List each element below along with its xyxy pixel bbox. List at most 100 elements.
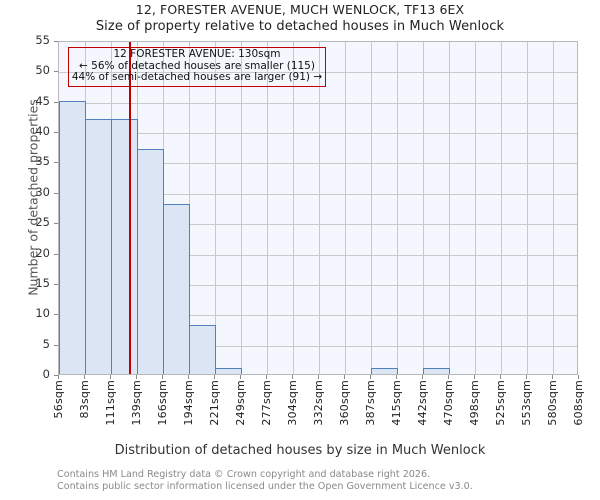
x-axis-tick-label: 139sqm (130, 380, 143, 426)
x-axis-tick-mark (526, 375, 527, 379)
annotation-line-2: ← 56% of detached houses are smaller (11… (79, 59, 315, 72)
y-axis-tick-label: 40 (35, 124, 50, 139)
x-axis-tick-mark (500, 375, 501, 379)
y-axis-tick-label: 30 (35, 184, 50, 199)
x-axis-tick-label: 56sqm (52, 380, 65, 419)
gridline-vertical (501, 42, 502, 374)
x-axis-tick-label: 194sqm (182, 380, 195, 426)
gridline-vertical (267, 42, 268, 374)
y-axis-tick-label: 50 (35, 63, 50, 78)
gridline-vertical (475, 42, 476, 374)
y-axis-tick-label: 5 (42, 336, 50, 351)
y-axis-tick-label: 15 (35, 275, 50, 290)
property-marker-line (128, 42, 131, 374)
histogram-bar (423, 367, 450, 374)
gridline-horizontal (59, 345, 577, 347)
gridline-horizontal (59, 254, 577, 256)
x-axis-tick-label: 221sqm (208, 380, 221, 426)
x-axis-tick-label: 498sqm (468, 380, 481, 426)
gridline-vertical (553, 42, 554, 374)
x-axis-tick-label: 277sqm (260, 380, 273, 426)
y-axis-tick-label: 10 (35, 306, 50, 321)
y-axis-tick-label: 45 (35, 93, 50, 108)
x-axis-tick-mark (110, 375, 111, 379)
x-axis-tick-mark (344, 375, 345, 379)
y-axis-tick-mark (54, 223, 58, 225)
chart-subtitle: Size of property relative to detached ho… (95, 19, 505, 34)
x-axis-tick-label: 415sqm (390, 380, 403, 426)
gridline-vertical (527, 42, 528, 374)
x-axis-tick-mark (396, 375, 397, 379)
x-axis-tick-mark (552, 375, 553, 379)
x-axis-tick-mark (240, 375, 241, 379)
x-axis-tick-label: 442sqm (416, 380, 429, 426)
plot-area (58, 41, 578, 375)
histogram-bar (85, 118, 112, 374)
gridline-vertical (293, 42, 294, 374)
x-axis-tick-label: 525sqm (494, 380, 507, 426)
x-axis-tick-mark (136, 375, 137, 379)
property-annotation-box: 12 FORESTER AVENUE: 130sqm ← 56% of deta… (68, 47, 326, 87)
x-axis-tick-label: 470sqm (442, 380, 455, 426)
x-axis-tick-mark (162, 375, 163, 379)
y-axis-tick-label: 20 (35, 245, 50, 260)
gridline-vertical (423, 42, 424, 374)
gridline-vertical (319, 42, 320, 374)
x-axis-tick-mark (578, 375, 579, 379)
x-axis-tick-label: 553sqm (520, 380, 533, 426)
gridline-horizontal (59, 133, 577, 135)
histogram-bar (371, 367, 398, 374)
gridline-vertical (345, 42, 346, 374)
gridline-vertical (241, 42, 242, 374)
gridline-vertical (371, 42, 372, 374)
y-axis-tick-label: 0 (42, 367, 50, 381)
x-axis-tick-mark (84, 375, 85, 379)
gridline-horizontal (59, 315, 577, 317)
x-axis-tick-mark (422, 375, 423, 379)
histogram-bar (111, 118, 138, 374)
x-axis-tick-label: 166sqm (156, 380, 169, 426)
y-axis-tick-mark (54, 283, 58, 285)
x-axis-tick-label: 332sqm (312, 380, 325, 426)
y-axis-tick-mark (54, 375, 58, 376)
annotation-line-1: 12 FORESTER AVENUE: 130sqm (113, 48, 281, 60)
footer-line-1: Contains HM Land Registry data © Crown c… (57, 469, 431, 480)
x-axis-tick-mark (370, 375, 371, 379)
y-axis-tick-mark (54, 314, 58, 316)
footer-attribution: Contains HM Land Registry data © Crown c… (57, 469, 597, 492)
gridline-horizontal (59, 72, 577, 74)
annotation-line-3: 44% of semi-detached houses are larger (… (71, 71, 323, 84)
histogram-bar (163, 203, 190, 374)
y-axis-tick-mark (54, 253, 58, 255)
x-axis-tick-mark (448, 375, 449, 379)
y-axis-tick-label: 25 (35, 215, 50, 230)
histogram-bar (215, 367, 242, 374)
y-axis-tick-mark (54, 101, 58, 103)
histogram-bar (59, 100, 86, 374)
y-axis-tick-mark (54, 71, 58, 73)
gridline-vertical (215, 42, 216, 374)
x-axis-tick-label: 304sqm (286, 380, 299, 426)
gridline-horizontal (59, 102, 577, 104)
x-axis-tick-label: 387sqm (364, 380, 377, 426)
x-axis-tick-label: 83sqm (78, 380, 91, 419)
gridline-horizontal (59, 224, 577, 226)
gridline-vertical (449, 42, 450, 374)
y-axis-tick-mark (54, 192, 58, 194)
x-axis-tick-mark (474, 375, 475, 379)
footer-line-2: Contains public sector information licen… (57, 480, 473, 492)
gridline-horizontal (59, 193, 577, 195)
histogram-bar (189, 325, 216, 374)
x-axis-tick-label: 360sqm (338, 380, 351, 426)
x-axis-tick-mark (214, 375, 215, 379)
y-axis-tick-label: 35 (35, 154, 50, 169)
histogram-bar (137, 149, 164, 374)
y-axis-tick-label: 55 (35, 33, 50, 47)
gridline-vertical (397, 42, 398, 374)
y-axis-tick-mark (54, 344, 58, 346)
y-axis-tick-mark (54, 132, 58, 134)
gridline-horizontal (59, 163, 577, 165)
x-axis-tick-label: 249sqm (234, 380, 247, 426)
y-axis-tick-mark (54, 162, 58, 164)
